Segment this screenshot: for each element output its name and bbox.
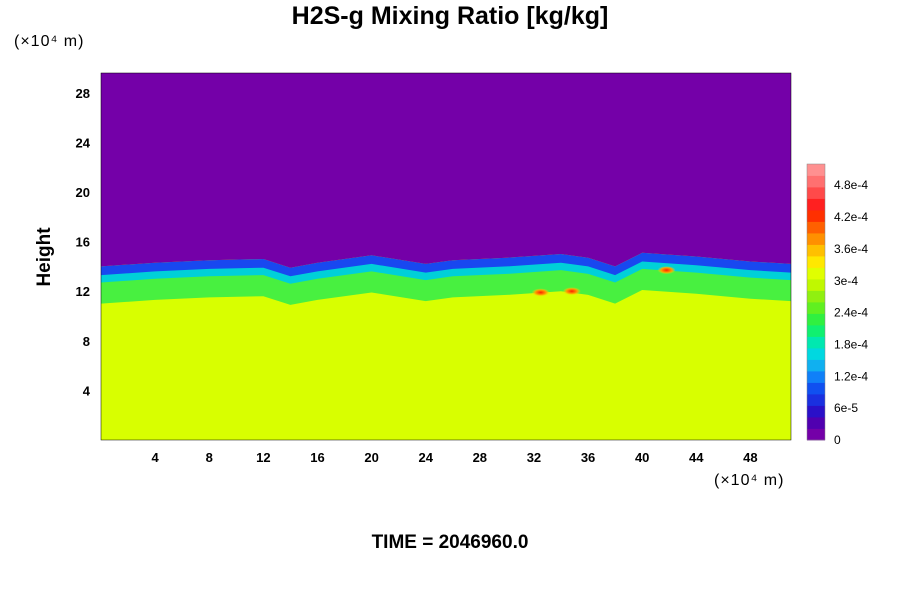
- x-tick-label: 40: [635, 450, 649, 465]
- hotspot: [531, 288, 550, 297]
- colorbar-swatch: [807, 359, 825, 372]
- colorbar-swatch: [807, 187, 825, 199]
- colorbar-labels: 0 6e-5 1.2e-4 1.8e-4 2.4e-4 3e-4 3.6e-4 4.2e-4 4…: [834, 178, 868, 447]
- colorbar-label: 3e-4: [834, 274, 858, 288]
- colorbar-label: 1.8e-4: [834, 337, 868, 351]
- colorbar-swatch: [807, 313, 825, 326]
- x-tick-label: 16: [310, 450, 324, 465]
- x-tick-label: 4: [152, 450, 160, 465]
- colorbar-label: 4.8e-4: [834, 178, 868, 192]
- x-tick-label: 44: [689, 450, 704, 465]
- colorbar-label: 2.4e-4: [834, 306, 868, 320]
- colorbar-swatch: [807, 382, 825, 395]
- y-tick-label: 28: [76, 86, 90, 101]
- y-axis-label: Height: [34, 227, 55, 287]
- blue-band: [101, 252, 791, 277]
- x-tick-label: 24: [418, 450, 433, 465]
- plot-frame: [100, 72, 792, 441]
- chart-title: H2S-g Mixing Ratio [kg/kg]: [291, 2, 609, 30]
- y-tick-labels: 4 8 12 16 20 24 28: [76, 86, 91, 399]
- colorbar-label: 1.2e-4: [834, 369, 868, 383]
- colorbar-swatch: [807, 164, 825, 176]
- x-tick-label: 12: [256, 450, 270, 465]
- x-tick-label: 20: [364, 450, 378, 465]
- colorbar-swatch: [807, 210, 825, 222]
- x-tick-label: 48: [743, 450, 757, 465]
- colorbar-swatch: [807, 221, 825, 234]
- y-axis-unit: (×10⁴ m): [14, 33, 85, 50]
- y-tick-label: 24: [76, 135, 91, 150]
- colorbar-label: 3.6e-4: [834, 242, 868, 256]
- x-tick-label: 28: [473, 450, 487, 465]
- x-tick-label: 36: [581, 450, 595, 465]
- colorbar-swatch: [807, 405, 825, 418]
- heatmap-field: [101, 73, 791, 440]
- colorbar-label: 0: [834, 433, 841, 447]
- colorbar-label: 6e-5: [834, 401, 858, 415]
- colorbar-swatch: [807, 175, 825, 188]
- x-tick-labels: 4 8 12 16 20 24 28 32 36 40 44 48: [152, 450, 758, 465]
- y-tick-label: 20: [76, 185, 90, 200]
- colorbar-swatch: [807, 428, 825, 441]
- y-tick-label: 12: [76, 284, 90, 299]
- colorbar-swatch: [807, 279, 825, 291]
- colorbar-frame: [806, 163, 826, 441]
- colorbar-swatch: [807, 302, 825, 314]
- x-tick-label: 32: [527, 450, 541, 465]
- cyan-band: [101, 256, 791, 284]
- colorbar-swatch: [807, 336, 825, 349]
- colorbar-swatch: [807, 394, 825, 406]
- colorbar-swatch: [807, 348, 825, 360]
- colorbar: [806, 163, 826, 441]
- y-tick-label: 8: [83, 334, 90, 349]
- colorbar-swatch: [807, 417, 825, 429]
- colorbar-label: 4.2e-4: [834, 210, 868, 224]
- hotspot: [562, 287, 581, 296]
- colorbar-swatch: [807, 198, 825, 211]
- upper-layer: [101, 73, 791, 268]
- colorbar-swatch: [807, 256, 825, 268]
- time-label: TIME = 2046960.0: [371, 532, 529, 553]
- y-tick-label: 4: [83, 383, 91, 398]
- colorbar-swatch: [807, 267, 825, 280]
- hotspot: [657, 266, 676, 275]
- x-tick-label: 8: [206, 450, 213, 465]
- colorbar-swatch: [807, 325, 825, 337]
- hotspots: [531, 266, 676, 297]
- colorbar-swatch: [807, 244, 825, 257]
- colorbar-swatch: [807, 371, 825, 383]
- colorbar-swatch: [807, 233, 825, 245]
- x-axis-unit: (×10⁴ m): [714, 472, 785, 489]
- y-tick-label: 16: [76, 235, 90, 250]
- colorbar-swatch: [807, 290, 825, 303]
